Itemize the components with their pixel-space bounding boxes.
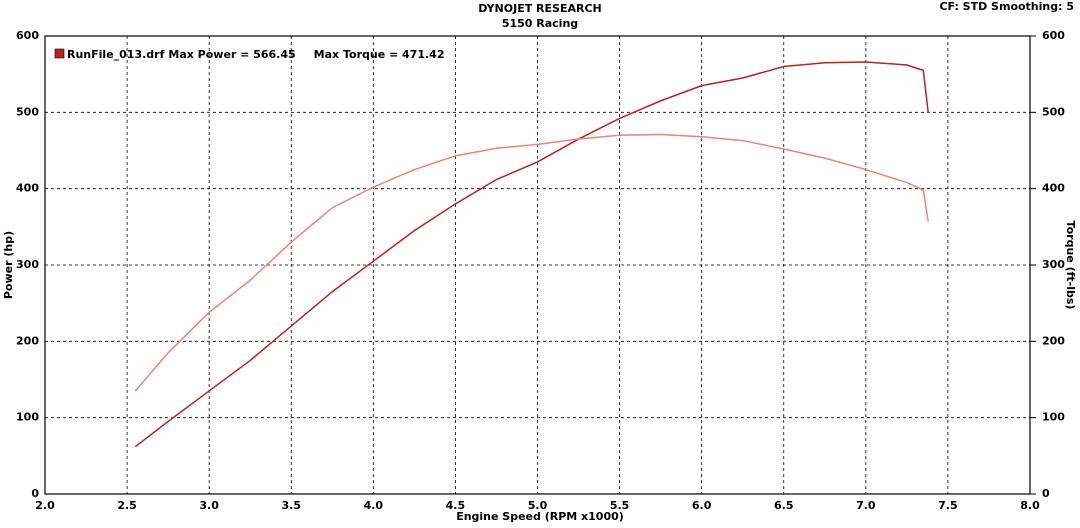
legend-label: RunFile_013.drf — [67, 48, 165, 61]
settings-label: CF: STD Smoothing: 5 — [939, 0, 1074, 13]
y2-axis-label: Torque (ft-lbs) — [1064, 221, 1077, 310]
chart-title: DYNOJET RESEARCH — [478, 2, 601, 15]
x-tick-label: 8.0 — [1020, 499, 1040, 512]
y2-tick-label: 400 — [1042, 182, 1065, 195]
y-axis-label: Power (hp) — [2, 231, 15, 299]
y-tick-label: 600 — [16, 29, 39, 42]
plot-frame — [44, 35, 1031, 495]
y-tick-label: 500 — [16, 105, 39, 118]
x-tick-label: 7.5 — [938, 499, 958, 512]
x-tick-label: 6.0 — [692, 499, 712, 512]
annotation: Max Torque = 471.42 — [314, 48, 445, 61]
x-tick-label: 3.0 — [199, 499, 219, 512]
annotation: Max Power = 566.45 — [168, 48, 295, 61]
y2-tick-label: 100 — [1042, 411, 1065, 424]
x-tick-label: 3.5 — [282, 499, 302, 512]
y2-tick-label: 600 — [1042, 29, 1065, 42]
y-tick-label: 0 — [31, 487, 39, 500]
y-tick-label: 100 — [16, 411, 39, 424]
y2-tick-label: 300 — [1042, 258, 1065, 271]
y-tick-label: 300 — [16, 258, 39, 271]
series-line — [134, 133, 929, 392]
x-tick-label: 7.0 — [856, 499, 876, 512]
legend-swatch — [54, 48, 65, 59]
x-tick-label: 4.0 — [364, 499, 384, 512]
y2-tick-label: 500 — [1042, 105, 1065, 118]
y2-tick-label: 200 — [1042, 334, 1065, 347]
chart-subtitle: 5150 Racing — [502, 17, 578, 30]
y-tick-label: 400 — [16, 182, 39, 195]
x-tick-label: 5.5 — [610, 499, 630, 512]
series-line — [134, 61, 929, 448]
x-tick-label: 2.0 — [35, 499, 55, 512]
x-tick-label: 4.5 — [446, 499, 466, 512]
y2-tick-label: 0 — [1042, 487, 1050, 500]
x-axis-label: Engine Speed (RPM x1000) — [456, 510, 624, 523]
y-tick-label: 200 — [16, 334, 39, 347]
x-tick-label: 2.5 — [117, 499, 137, 512]
x-tick-label: 6.5 — [774, 499, 794, 512]
x-tick-label: 5.0 — [528, 499, 548, 512]
